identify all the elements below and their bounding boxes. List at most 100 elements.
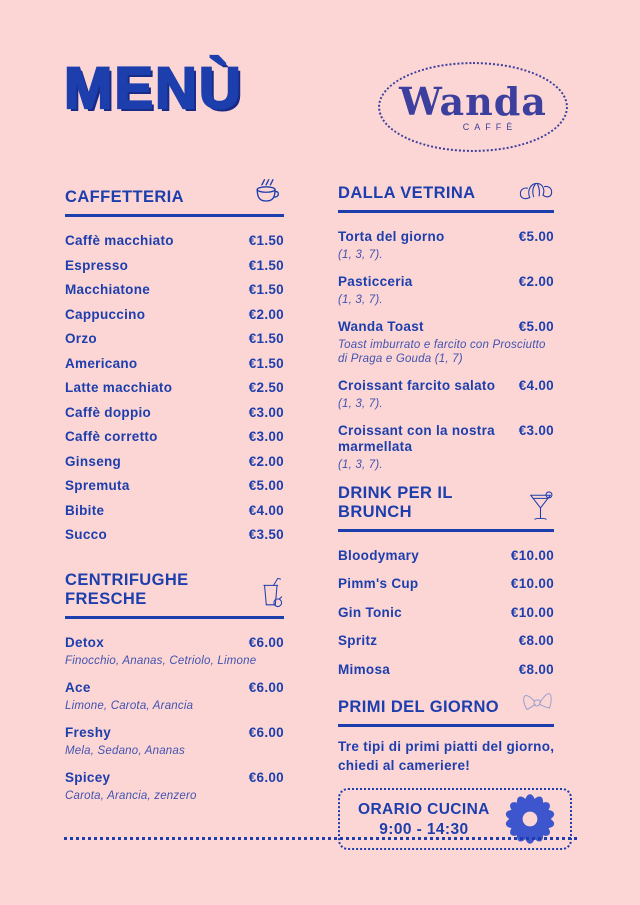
item-price: €5.00 <box>248 478 284 493</box>
section-title: DRINK PER IL BRUNCH <box>338 484 453 521</box>
brunch-list: Bloodymary €10.00 Pimm's Cup €10.00 Gin … <box>338 548 554 678</box>
section-title: CAFFETTERIA <box>65 188 184 207</box>
menu-item-row: Latte macchiato €2.50 <box>65 380 284 396</box>
farfalle-icon <box>521 690 554 717</box>
menu-item-row: Spritz €8.00 <box>338 633 554 649</box>
item-description: (1, 3, 7). <box>338 249 383 261</box>
menu-item-row: Espresso €1.50 <box>65 258 284 274</box>
section-divider <box>65 214 284 217</box>
item-price: €6.00 <box>248 769 284 785</box>
menu-item-row: Mimosa €8.00 <box>338 662 554 678</box>
menu-item-block: Detox €6.00 Finocchio, Ananas, Cetriolo,… <box>65 635 284 668</box>
item-description: Finocchio, Ananas, Cetriolo, Limone <box>65 654 257 667</box>
item-name: Croissant con la nostra marmellata <box>338 423 495 454</box>
menu-item-row: Americano €1.50 <box>65 356 284 372</box>
menu-item-row: Bloodymary €10.00 <box>338 548 554 564</box>
item-price: €3.00 <box>248 429 284 444</box>
item-name: Orzo <box>65 331 97 346</box>
item-description: Carota, Arancia, zenzero <box>65 789 197 802</box>
item-name: Bloodymary <box>338 547 420 563</box>
item-price: €6.00 <box>248 724 284 740</box>
menu-item-row: Caffè doppio €3.00 <box>65 405 284 421</box>
menu-item-row: Bibite €4.00 <box>65 503 284 519</box>
menu-item-block: Croissant con la nostra marmellata €3.00… <box>338 423 554 472</box>
item-price: €1.50 <box>248 257 284 273</box>
item-price: €6.00 <box>248 679 284 695</box>
item-name: Detox <box>65 634 105 650</box>
logo-wordmark: Wanda <box>399 78 547 124</box>
item-description: Mela, Sedano, Ananas <box>65 744 185 757</box>
orario-cucina-box: ORARIO CUCINA 9:00 - 14:30 <box>338 788 572 851</box>
right-column: DALLA VETRINA Torta de <box>338 178 572 851</box>
item-price: €6.00 <box>248 634 284 650</box>
item-name: Mimosa <box>338 661 391 677</box>
item-price: €3.00 <box>518 423 554 438</box>
croissant-icon <box>518 178 554 203</box>
menu-item-block: Pasticceria €2.00 (1, 3, 7). <box>338 274 554 307</box>
item-description: Toast imburrato e farcito con Prosciutto… <box>338 339 546 365</box>
menu-item-row: Spremuta €5.00 <box>65 478 284 494</box>
item-name: Caffè corretto <box>65 429 158 444</box>
caffetteria-list: Caffè macchiato €1.50 Espresso €1.50 Mac… <box>65 233 284 543</box>
item-price: €8.00 <box>518 661 554 677</box>
item-price: €1.50 <box>248 282 284 297</box>
section-title: CENTRIFUGHE FRESCHE <box>65 571 189 608</box>
vetrina-list: Torta del giorno €5.00 (1, 3, 7). Pastic… <box>338 229 554 472</box>
item-price: €8.00 <box>518 633 554 649</box>
section-vetrina: DALLA VETRINA Torta de <box>338 178 554 472</box>
menu-item-block: Freshy €6.00 Mela, Sedano, Ananas <box>65 725 284 758</box>
item-name: Macchiatone <box>65 282 151 297</box>
orario-hours: 9:00 - 14:30 <box>379 820 469 838</box>
menu-item-block: Spicey €6.00 Carota, Arancia, zenzero <box>65 770 284 803</box>
item-price: €10.00 <box>510 547 554 563</box>
logo-subtitle: CAFFÈ <box>462 121 518 132</box>
item-name: Pimm's Cup <box>338 576 419 592</box>
item-name: Americano <box>65 355 138 371</box>
menu-item-row: Succo €3.50 <box>65 527 284 543</box>
coffee-cup-icon <box>250 178 284 207</box>
menu-item-block: Ace €6.00 Limone, Carota, Arancia <box>65 680 284 713</box>
section-primi: PRIMI DEL GIORNO Tre tipi di primi piatt… <box>338 690 572 851</box>
flower-icon <box>504 793 556 845</box>
menu-item-row: Caffè macchiato €1.50 <box>65 233 284 249</box>
item-name: Caffè macchiato <box>65 233 174 248</box>
left-column: CAFFETTERIA Caffè macchiato €1.50 <box>65 178 284 815</box>
item-description: (1, 3, 7). <box>338 398 383 410</box>
item-name: Bibite <box>65 502 105 518</box>
section-caffetteria: CAFFETTERIA Caffè macchiato €1.50 <box>65 178 284 543</box>
section-divider <box>338 210 554 213</box>
juice-glass-icon <box>259 577 284 609</box>
item-name: Spritz <box>338 633 378 649</box>
item-price: €2.00 <box>248 453 284 469</box>
menu-item-row: Orzo €1.50 <box>65 331 284 347</box>
menu-item-block: Croissant farcito salato €4.00 (1, 3, 7)… <box>338 378 554 411</box>
page-title: MENÙ <box>63 56 243 121</box>
item-price: €1.50 <box>248 355 284 371</box>
item-price: €2.00 <box>248 306 284 322</box>
section-divider <box>338 724 554 728</box>
section-title: DALLA VETRINA <box>338 184 476 203</box>
item-name: Gin Tonic <box>338 604 402 620</box>
item-name: Cappuccino <box>65 306 146 322</box>
item-name: Caffè doppio <box>65 404 152 420</box>
section-brunch: DRINK PER IL BRUNCH Bloodymary <box>338 484 554 678</box>
bottom-dotted-divider <box>64 837 577 840</box>
menu-item-row: Macchiatone €1.50 <box>65 282 284 298</box>
section-title: PRIMI DEL GIORNO <box>338 698 500 717</box>
item-price: €1.50 <box>248 233 284 248</box>
menu-item-row: Ginseng €2.00 <box>65 454 284 470</box>
menu-item-block: Torta del giorno €5.00 (1, 3, 7). <box>338 229 554 262</box>
item-name: Latte macchiato <box>65 380 173 395</box>
item-price: €3.00 <box>248 404 284 420</box>
section-divider <box>65 615 284 619</box>
item-name: Succo <box>65 527 108 542</box>
section-divider <box>338 528 554 532</box>
item-name: Torta del giorno <box>338 229 445 244</box>
item-price: €10.00 <box>510 604 554 620</box>
item-description: (1, 3, 7). <box>338 459 383 471</box>
item-name: Ace <box>65 679 91 695</box>
item-name: Croissant farcito salato <box>338 378 496 393</box>
item-price: €3.50 <box>248 527 284 542</box>
item-price: €2.50 <box>248 380 284 395</box>
primi-note: Tre tipi di primi piatti del giorno, chi… <box>338 739 555 774</box>
